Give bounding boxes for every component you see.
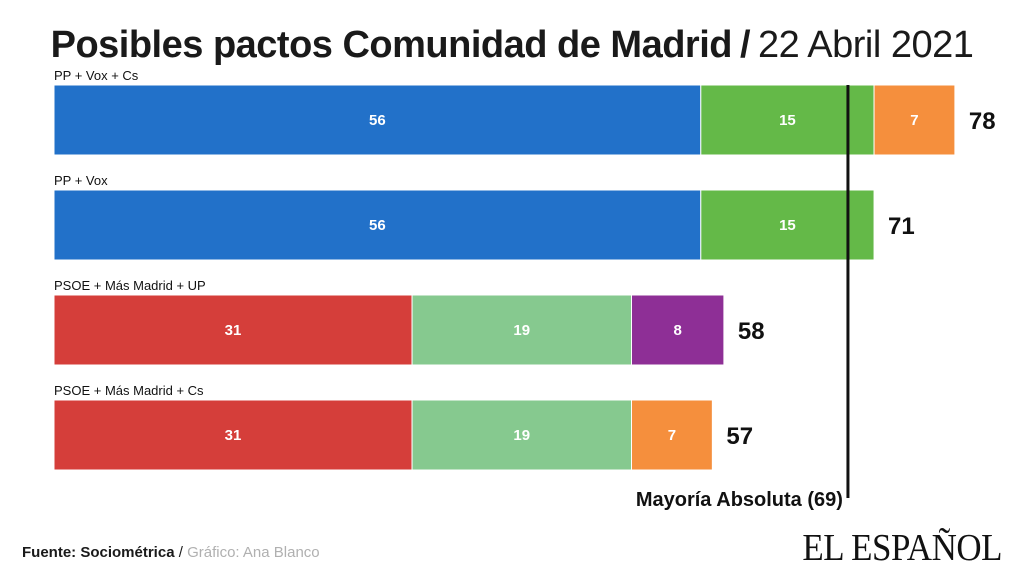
source-credit: Fuente: Sociométrica / Gráfico: Ana Blan…: [22, 544, 320, 561]
bar-segment: [411, 294, 632, 366]
chart-title-separator: /: [739, 24, 751, 66]
segment-value-label: 8: [674, 322, 682, 339]
row-label: PP + Vox + Cs: [54, 68, 139, 83]
total-label: 78: [969, 108, 996, 135]
bar-segment: [411, 399, 632, 471]
segment-value-label: 7: [668, 427, 676, 444]
segment-value-label: 56: [369, 112, 386, 129]
segment-value-label: 15: [779, 217, 796, 234]
graphic-credit: Gráfico: Ana Blanco: [187, 544, 320, 561]
bar-segment: [700, 84, 875, 156]
segment-value-label: 56: [369, 217, 386, 234]
row-label: PSOE + Más Madrid + Cs: [54, 383, 204, 398]
segment-value-label: 7: [910, 112, 918, 129]
bar-segment: [700, 189, 875, 261]
row-label: PP + Vox: [54, 173, 108, 188]
chart-title-date: 22 Abril 2021: [758, 24, 974, 66]
total-label: 57: [726, 423, 753, 450]
segment-value-label: 15: [779, 112, 796, 129]
segment-value-label: 31: [225, 427, 242, 444]
bar-segment: [873, 84, 956, 156]
segment-value-label: 19: [513, 322, 530, 339]
bar-segment: [631, 294, 725, 366]
bar-segment: [53, 294, 413, 366]
bar-segment: [53, 84, 702, 156]
el-espanol-logo: EL ESPAÑOL: [802, 527, 1002, 569]
chart-title: Posibles pactos Comunidad de Madrid/22 A…: [0, 22, 1024, 68]
source-separator: /: [174, 544, 188, 561]
total-label: 71: [888, 213, 915, 240]
segment-value-label: 19: [513, 427, 530, 444]
bar-segment: [53, 399, 413, 471]
chart-title-main: Posibles pactos Comunidad de Madrid: [50, 24, 733, 66]
majority-line-label: Mayoría Absoluta (69): [636, 489, 843, 511]
source-label: Fuente: Sociométrica: [22, 544, 175, 561]
total-label: 58: [738, 318, 765, 345]
row-label: PSOE + Más Madrid + UP: [54, 278, 206, 293]
segment-value-label: 31: [225, 322, 242, 339]
bar-segment: [631, 399, 713, 471]
